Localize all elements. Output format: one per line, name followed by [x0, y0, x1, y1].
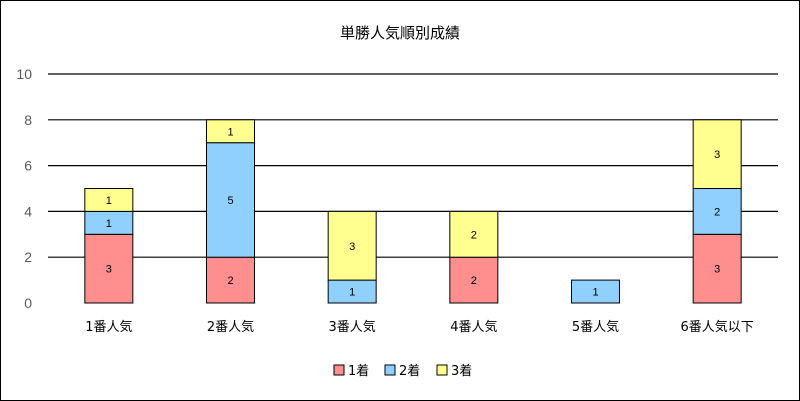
- data-label: 1: [592, 287, 598, 299]
- bar-segment: [84, 233, 134, 304]
- y-tick-label: 8: [24, 112, 32, 128]
- legend-label: 2着: [399, 363, 420, 379]
- data-label: 2: [714, 206, 720, 218]
- legend: 1着 2着 3着: [333, 363, 472, 379]
- legend-swatch: [384, 364, 396, 376]
- bar-segment: [571, 279, 620, 304]
- data-label: 3: [714, 264, 720, 276]
- bar-segment: [84, 188, 134, 212]
- bars: 3 1 1 2 5 1 1 3 2 2 1 3 2 3: [84, 119, 742, 304]
- y-tick-label: 2: [24, 249, 32, 265]
- y-tick-label: 10: [16, 66, 32, 82]
- bar-segment: [692, 188, 742, 235]
- x-tick-label: 5番人気: [572, 319, 619, 335]
- chart-title: 単勝人気順別成績: [340, 24, 460, 42]
- bar-segment: [692, 233, 742, 304]
- y-tick-label: 0: [24, 295, 32, 311]
- bar-segment: [327, 210, 377, 281]
- bar-segment: [449, 210, 499, 258]
- x-axis-ticks: 1番人気 2番人気 3番人気 4番人気 5番人気 6番人気以下: [85, 319, 754, 335]
- legend-label: 3着: [451, 363, 472, 379]
- data-label: 1: [227, 126, 233, 138]
- y-tick-label: 4: [24, 203, 32, 219]
- data-label: 2: [471, 275, 477, 287]
- data-label: 3: [349, 241, 355, 253]
- x-tick-label: 3番人気: [329, 319, 376, 335]
- x-tick-label: 2番人気: [207, 319, 254, 335]
- data-label: 2: [227, 275, 233, 287]
- legend-swatch: [436, 364, 448, 376]
- bar-segment: [206, 119, 255, 144]
- y-tick-label: 6: [24, 158, 32, 174]
- x-tick-label: 6番人気以下: [681, 319, 754, 335]
- data-label: 1: [349, 287, 355, 299]
- data-label: 1: [106, 195, 112, 207]
- x-tick-label: 4番人気: [450, 319, 497, 335]
- y-axis-ticks: 0 2 4 6 8 10: [16, 66, 32, 311]
- legend-label: 1着: [348, 363, 369, 379]
- legend-swatch: [333, 364, 345, 376]
- data-label: 2: [471, 229, 477, 241]
- bar-segment: [692, 119, 742, 189]
- gridlines: [48, 73, 778, 258]
- data-label: 3: [106, 264, 112, 276]
- data-label: 5: [227, 195, 233, 207]
- bar-segment: [206, 142, 255, 258]
- data-label: 3: [714, 149, 720, 161]
- x-tick-label: 1番人気: [85, 319, 132, 335]
- data-label: 1: [106, 218, 112, 230]
